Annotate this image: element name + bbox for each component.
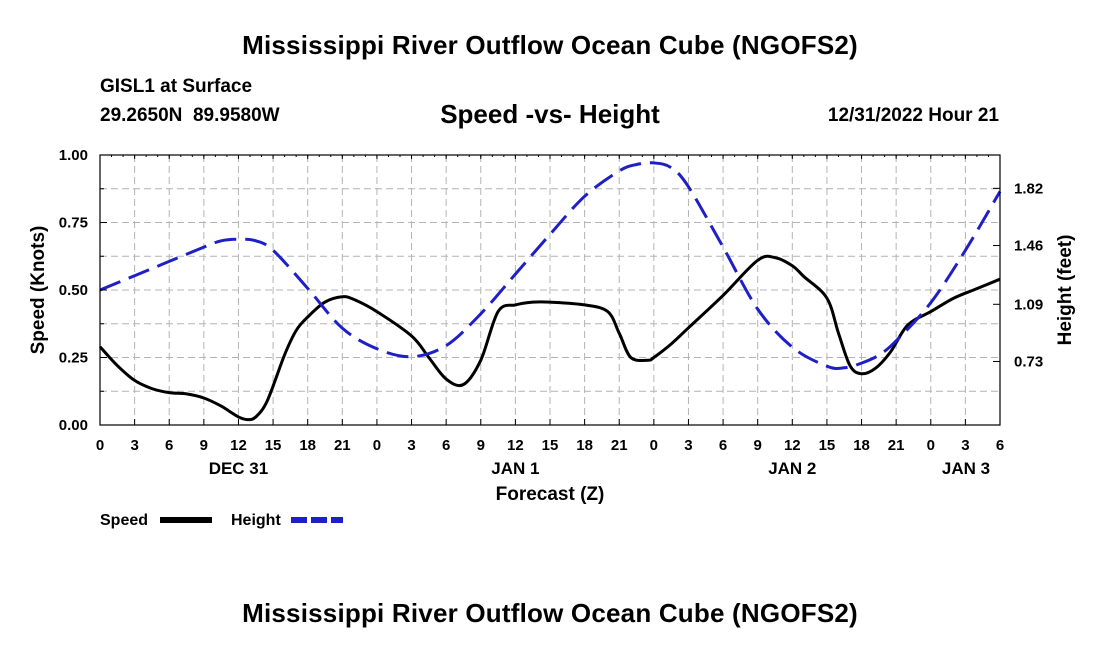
x-tick-label: 3: [130, 437, 138, 454]
series-line-height: [99, 161, 1002, 371]
y-tick-label: 1.00: [59, 147, 88, 164]
chart-title: Speed -vs- Height: [440, 99, 660, 129]
page-title: Mississippi River Outflow Ocean Cube (NG…: [242, 30, 858, 60]
coordinates-label: 29.2650N 89.9580W: [100, 105, 280, 126]
x-tick-label: 6: [165, 437, 173, 454]
legend-label-height: Height: [231, 512, 281, 529]
y-axis-title: Speed (Knots): [28, 226, 49, 355]
x-tick-label: 6: [996, 437, 1004, 454]
date-label: JAN 2: [768, 459, 816, 478]
plot-series: [98, 161, 1002, 422]
x-tick-label: 9: [200, 437, 208, 454]
y2-tick-label: 1.46: [1014, 238, 1043, 255]
x-tick-label: 6: [442, 437, 450, 454]
x-tick-label: 0: [927, 437, 935, 454]
date-label: JAN 3: [942, 459, 990, 478]
x-tick-label: 15: [265, 437, 282, 454]
y2-axis-title: Height (feet): [1055, 235, 1076, 346]
x-tick-label: 9: [477, 437, 485, 454]
x-tick-label: 0: [373, 437, 381, 454]
x-tick-label: 3: [407, 437, 415, 454]
grid: [99, 154, 1001, 426]
x-tick-label: 0: [650, 437, 658, 454]
datetime-label: 12/31/2022 Hour 21: [827, 105, 999, 126]
axis-labels: 0 3 6 9 12 15 18 21 0 3 6 9 12 15 18 21 0 3 6 9 12 15 18 21 0 3 6 0…: [28, 147, 1076, 505]
x-tick-label: 3: [684, 437, 692, 454]
date-label: JAN 1: [491, 459, 539, 478]
y2-tick-label: 1.82: [1014, 180, 1043, 197]
x-tick-label: 12: [784, 437, 801, 454]
y2-tick-label: 1.09: [1014, 296, 1043, 313]
x-tick-label: 12: [230, 437, 247, 454]
y-tick-label: 0.00: [59, 417, 88, 434]
y-tick-label: 0.25: [59, 350, 88, 367]
x-axis-title: Forecast (Z): [496, 484, 605, 505]
station-label: GISL1 at Surface: [100, 76, 253, 97]
x-tick-label: 15: [542, 437, 559, 454]
y2-tick-label: 0.73: [1014, 353, 1043, 370]
x-tick-label: 12: [507, 437, 524, 454]
series-line-speed: [98, 254, 1001, 422]
x-tick-label: 15: [819, 437, 836, 454]
axis-ticks: [99, 154, 1001, 426]
x-tick-label: 3: [961, 437, 969, 454]
x-tick-label: 21: [334, 437, 351, 454]
y-tick-label: 0.50: [59, 282, 88, 299]
legend: Speed Height: [100, 512, 343, 529]
x-tick-label: 6: [719, 437, 727, 454]
x-tick-label: 21: [888, 437, 905, 454]
x-tick-label: 18: [299, 437, 316, 454]
x-tick-label: 9: [754, 437, 762, 454]
date-label: DEC 31: [209, 459, 269, 478]
x-tick-label: 0: [96, 437, 104, 454]
x-tick-label: 21: [611, 437, 628, 454]
legend-label-speed: Speed: [100, 512, 148, 529]
y-tick-label: 0.75: [59, 215, 88, 232]
x-tick-label: 18: [576, 437, 593, 454]
x-tick-label: 18: [853, 437, 870, 454]
page-title-repeat: Mississippi River Outflow Ocean Cube (NG…: [242, 598, 858, 628]
